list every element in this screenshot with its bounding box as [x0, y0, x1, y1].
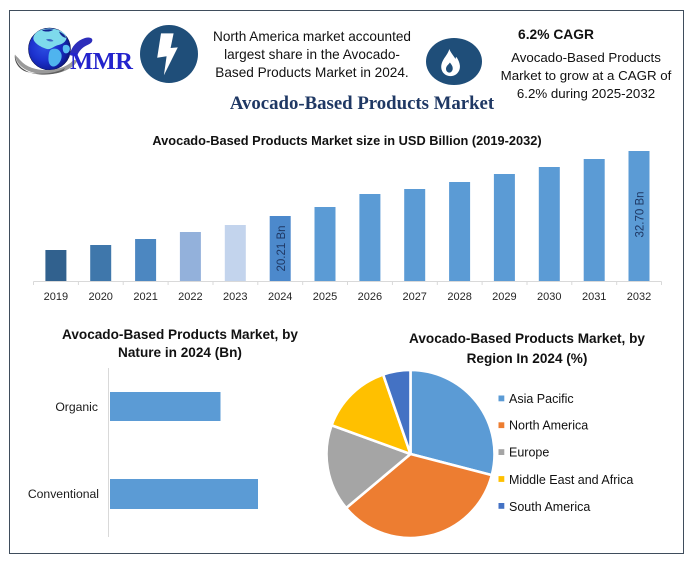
svg-text:2020: 2020: [88, 291, 112, 303]
svg-text:2023: 2023: [223, 291, 247, 303]
svg-text:2032: 2032: [627, 291, 651, 303]
svg-text:2019: 2019: [44, 291, 68, 303]
svg-text:2021: 2021: [133, 291, 157, 303]
svg-text:2026: 2026: [358, 291, 382, 303]
svg-text:2025: 2025: [313, 291, 337, 303]
svg-text:Organic: Organic: [55, 400, 98, 414]
svg-text:32.70 Bn: 32.70 Bn: [635, 191, 647, 237]
svg-text:Conventional: Conventional: [28, 487, 99, 501]
svg-text:2031: 2031: [582, 291, 606, 303]
svg-text:Europe: Europe: [509, 446, 549, 460]
svg-text:2027: 2027: [402, 291, 426, 303]
svg-text:2030: 2030: [537, 291, 561, 303]
svg-text:North America: North America: [509, 419, 588, 433]
svg-text:MMR: MMR: [70, 48, 133, 75]
svg-text:2028: 2028: [447, 291, 471, 303]
svg-text:20.21 Bn: 20.21 Bn: [276, 225, 288, 271]
svg-text:Middle East and Africa: Middle East and Africa: [509, 473, 633, 487]
svg-text:2024: 2024: [268, 291, 292, 303]
svg-text:2022: 2022: [178, 291, 202, 303]
svg-text:Asia Pacific: Asia Pacific: [509, 392, 574, 406]
svg-text:2029: 2029: [492, 291, 516, 303]
svg-text:South America: South America: [509, 500, 590, 514]
